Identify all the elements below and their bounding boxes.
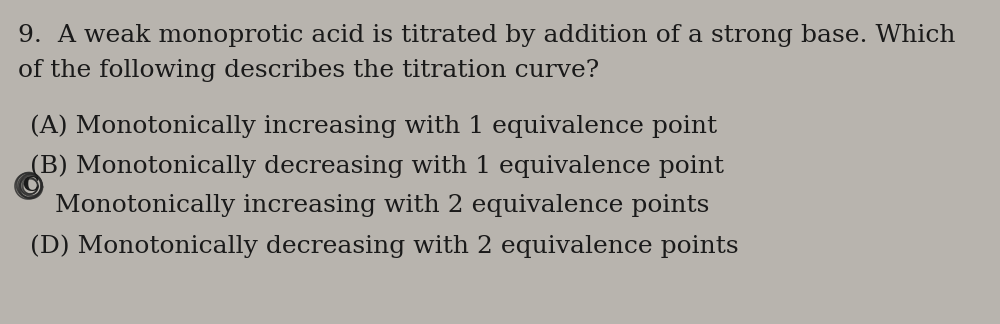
Text: C: C (22, 175, 38, 195)
Text: of the following describes the titration curve?: of the following describes the titration… (18, 59, 599, 82)
Text: Monotonically increasing with 2 equivalence points: Monotonically increasing with 2 equivale… (55, 194, 709, 217)
Text: (B) Monotonically decreasing with 1 equivalence point: (B) Monotonically decreasing with 1 equi… (30, 154, 724, 178)
Text: 9.  A weak monoprotic acid is titrated by addition of a strong base. Which: 9. A weak monoprotic acid is titrated by… (18, 24, 956, 47)
Text: (D) Monotonically decreasing with 2 equivalence points: (D) Monotonically decreasing with 2 equi… (30, 234, 739, 258)
Text: (A) Monotonically increasing with 1 equivalence point: (A) Monotonically increasing with 1 equi… (30, 114, 717, 137)
